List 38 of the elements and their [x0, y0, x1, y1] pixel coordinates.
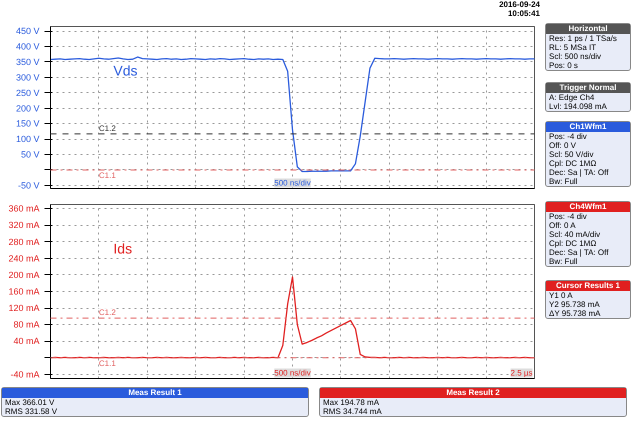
series-label: Vds — [113, 62, 138, 78]
y-tick-label: 400 V — [16, 42, 40, 52]
text: Horizontal Res: 1 ps / 1 TSa/s RL: 5 MSa IT Scl: 500 ns/div Pos: 0 s — [546, 24, 630, 70]
y-tick-label: 50 V — [20, 150, 40, 160]
y-tick-label: 80 mA — [13, 320, 40, 330]
y-tick-label: 160 mA — [8, 286, 40, 296]
y-tick-label: 240 mA — [8, 253, 40, 264]
text: Meas Result 1 Max 366.01 V RMS 331.58 V — [5, 388, 182, 416]
y-tick-label: 360 mA — [8, 204, 40, 214]
ref-line-label: C1.1 — [98, 358, 116, 368]
line-series — [50, 56, 534, 172]
text: Ch1Wfm1 Pos: -4 div Off: 0 V Scl: 50 V/div Cpl: DC 1MΩ Dec: Sa | TA: Off Bw: Full — [546, 122, 630, 186]
text: Meas Result 2 Max 194.78 mA RMS 34.744 mA — [323, 388, 500, 416]
annotation: 500 ns/div — [274, 368, 311, 378]
y-tick-label: 200 V — [16, 103, 40, 114]
y-tick-label: 280 mA — [8, 236, 40, 247]
ref-line-label: C1.2 — [98, 308, 116, 318]
y-tick-label: 40 mA — [13, 336, 40, 346]
text: Trigger Normal A: Edge Ch4 Lvl: 194.098 mA — [546, 83, 630, 111]
annotation: 500 ns/div — [274, 178, 311, 188]
text: Ch4Wfm1 Pos: -4 div Off: 0 A Scl: 40 mA/div Cpl: DC 1MΩ Dec: Sa | TA: Off Bw: Full — [546, 202, 630, 266]
y-tick-label: 120 mA — [8, 303, 40, 314]
ref-line-label: C1.2 — [98, 124, 116, 133]
y-tick-label: 200 mA — [8, 270, 40, 280]
y-tick-label: 100 V — [16, 134, 40, 144]
text: 2016-09-24 10:05:41 — [498, 0, 540, 18]
ref-line-label: C1.1 — [98, 170, 116, 180]
y-tick-label: 300 V — [16, 72, 40, 82]
y-tick-label: 320 mA — [8, 220, 40, 230]
text: Ids — [113, 240, 132, 256]
y-tick-label: 350 V — [16, 56, 40, 67]
text: Cursor Results 1 Y1 0 A Y2 95.738 mA ΔY 95.738 mA — [546, 281, 630, 318]
y-tick-label: -50 V — [18, 180, 40, 190]
annotation: 2.5 µs — [510, 368, 532, 378]
y-tick-label: -40 mA — [10, 369, 40, 380]
y-tick-label: 150 V — [16, 118, 40, 129]
y-tick-label: 250 V — [16, 88, 40, 98]
y-tick-label: 450 V — [16, 26, 40, 36]
